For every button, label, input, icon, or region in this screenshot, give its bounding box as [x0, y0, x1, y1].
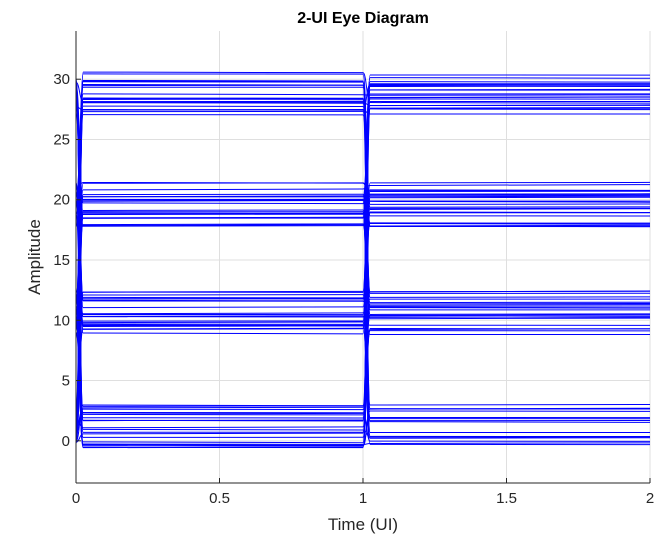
eye-trace — [75, 85, 651, 412]
x-tick-label: 0 — [72, 490, 80, 507]
y-tick-label: 15 — [53, 252, 70, 269]
y-tick-labels: 0 5 10 15 20 25 30 — [53, 71, 70, 450]
eye-trace — [75, 73, 651, 305]
axes — [75, 31, 651, 484]
y-tick-label: 0 — [62, 433, 70, 450]
y-axis-label: Amplitude — [25, 219, 44, 295]
y-tick-label: 25 — [53, 131, 70, 148]
y-tick-label: 5 — [62, 373, 70, 390]
x-axis-label: Time (UI) — [328, 515, 398, 534]
eye-trace — [75, 290, 651, 429]
y-tick-label: 20 — [53, 192, 70, 209]
chart-title: 2-UI Eye Diagram — [297, 10, 429, 27]
eye-traces — [75, 71, 651, 449]
x-tick-label: 0.5 — [209, 490, 230, 507]
eye-trace — [75, 83, 651, 420]
eye-trace — [75, 182, 651, 323]
x-tick-label: 1 — [359, 490, 367, 507]
eye-trace — [75, 100, 651, 293]
x-tick-labels: 0 0.5 1 1.5 2 — [72, 490, 654, 507]
x-tick-label: 2 — [646, 490, 654, 507]
y-tick-label: 10 — [53, 312, 70, 329]
y-tick-label: 30 — [53, 71, 70, 88]
x-tick-label: 1.5 — [496, 490, 517, 507]
